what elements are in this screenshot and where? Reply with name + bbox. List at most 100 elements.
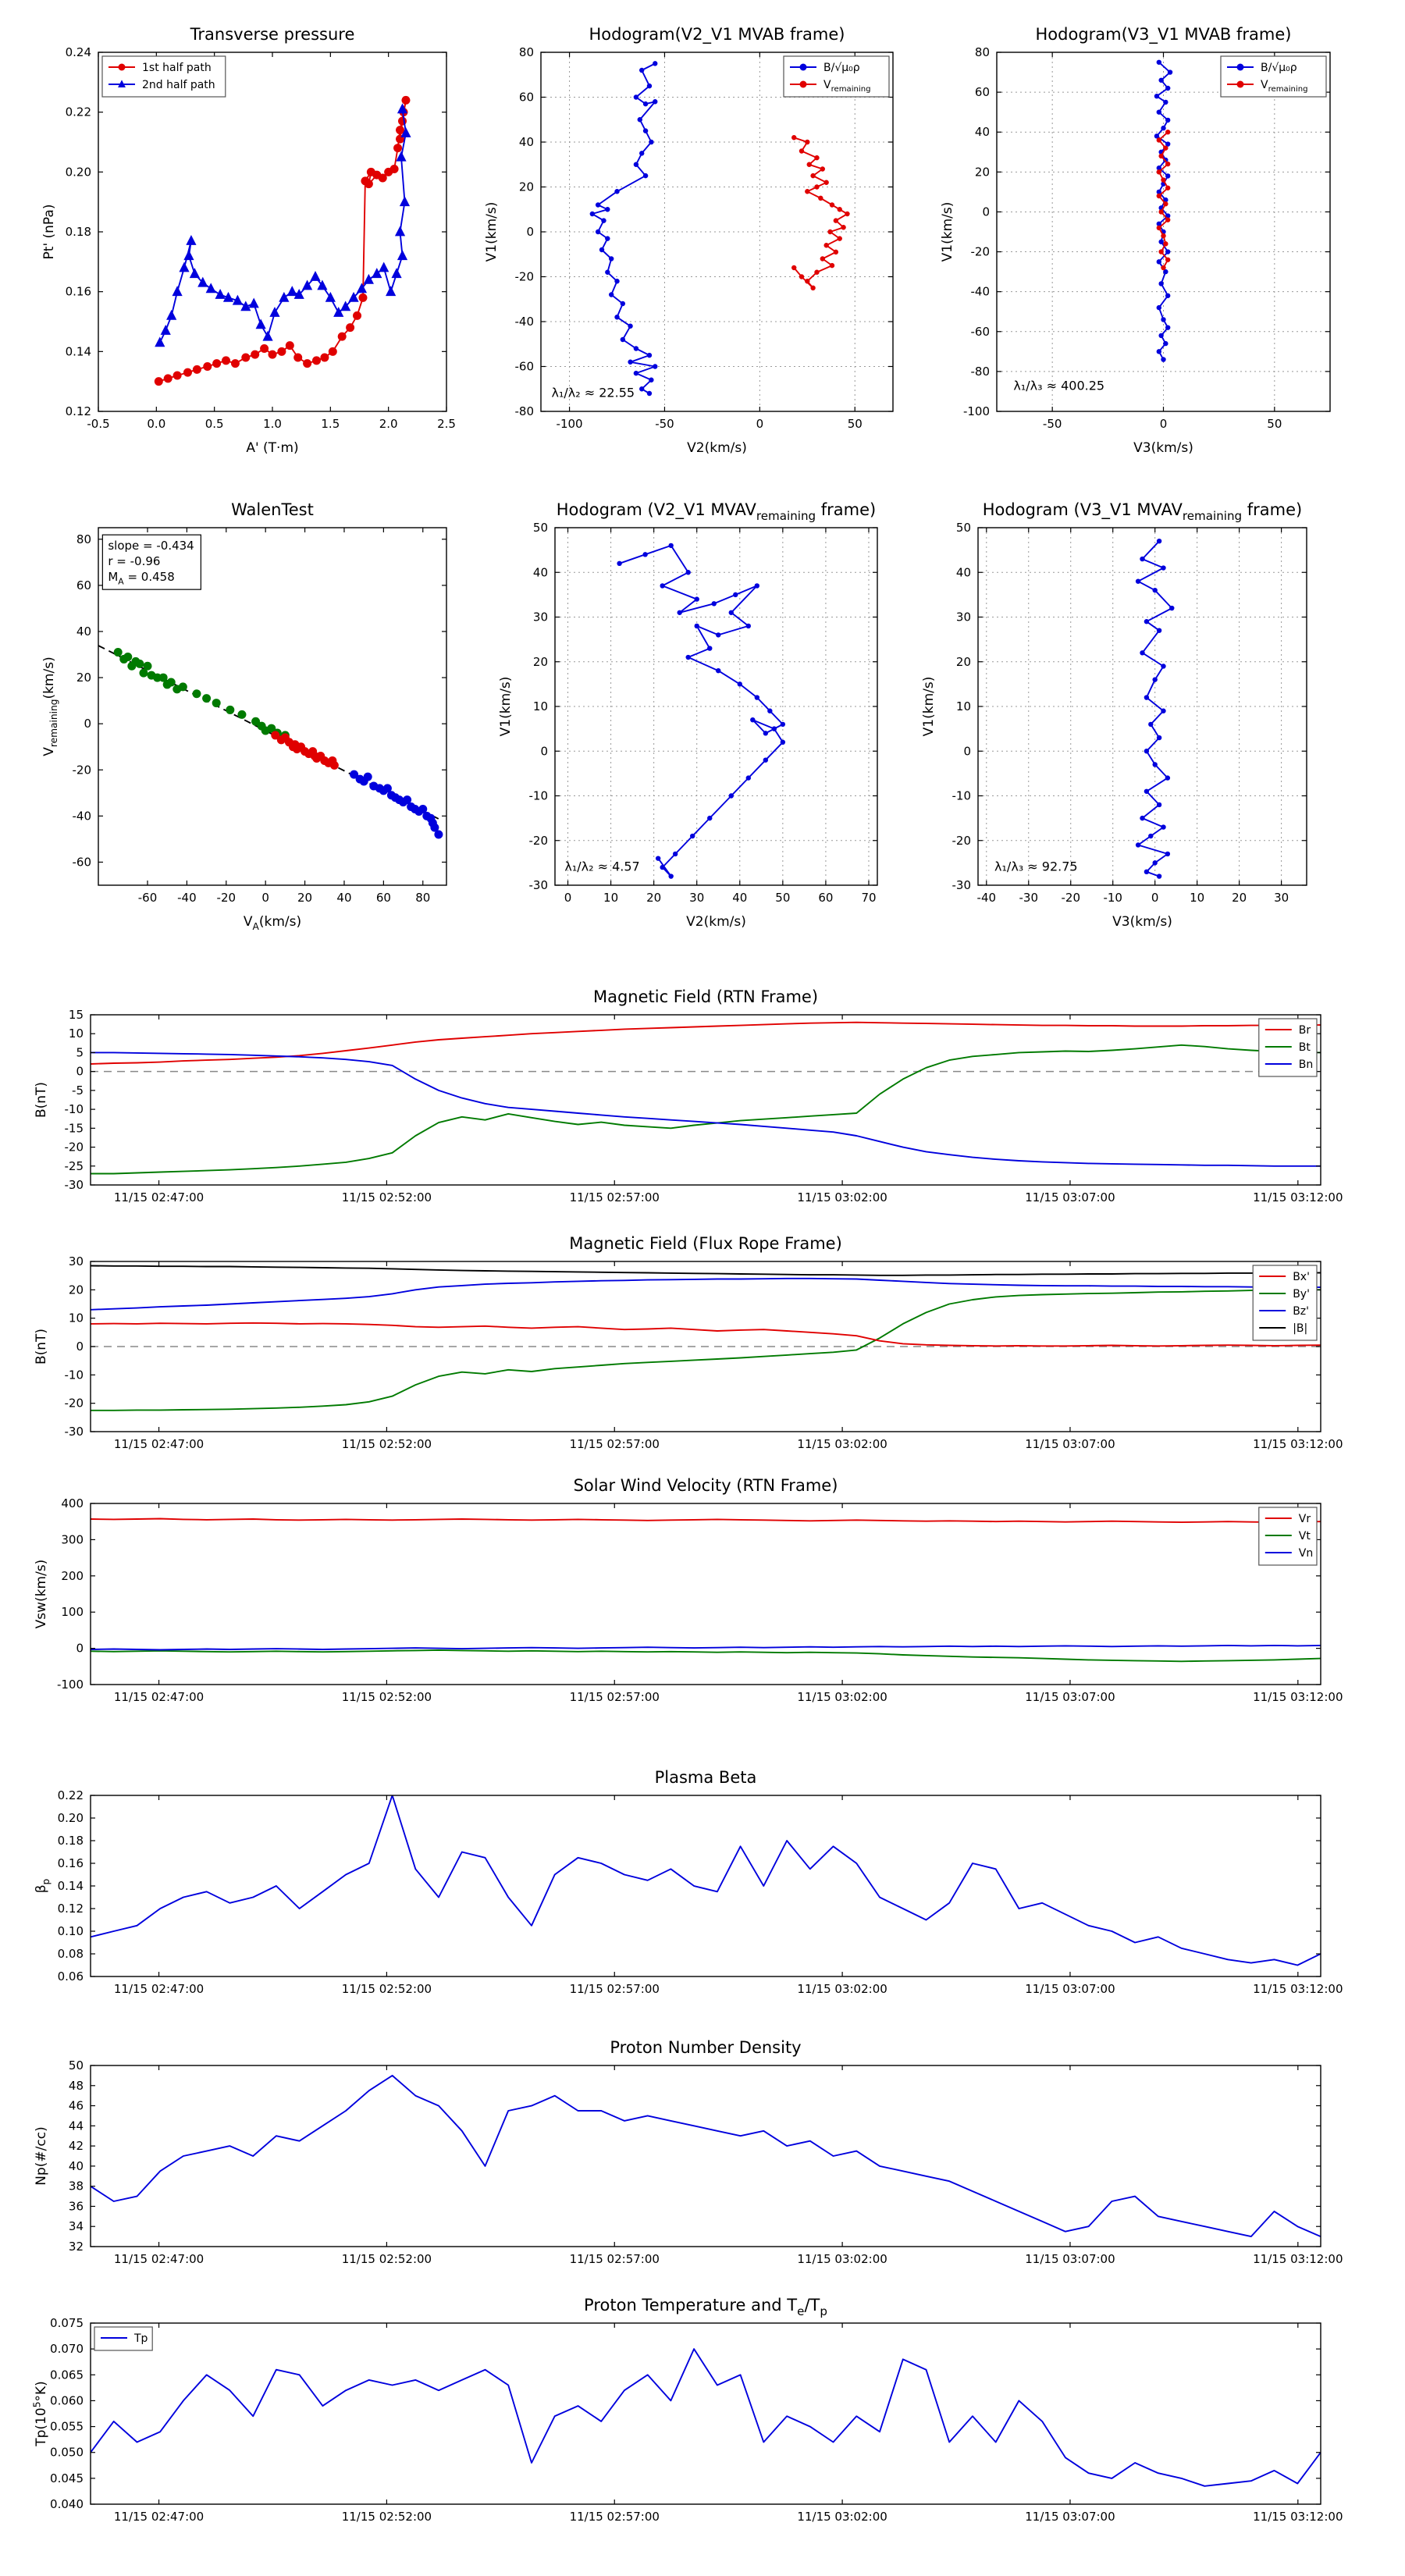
svg-text:11/15 03:12:00: 11/15 03:12:00 (1253, 1982, 1343, 1996)
svg-text:34: 34 (69, 2219, 84, 2233)
svg-text:0.18: 0.18 (66, 225, 91, 239)
svg-text:B/√μ₀ρ: B/√μ₀ρ (823, 62, 860, 74)
svg-text:11/15 03:02:00: 11/15 03:02:00 (797, 1190, 887, 1204)
svg-text:V1(km/s): V1(km/s) (484, 202, 500, 262)
svg-text:0: 0 (526, 225, 534, 239)
svg-text:80: 80 (975, 45, 990, 59)
svg-text:-100: -100 (57, 1678, 84, 1692)
svg-text:0.10: 0.10 (58, 1924, 84, 1938)
svg-text:70: 70 (861, 891, 876, 905)
svg-text:30: 30 (956, 610, 971, 624)
svg-text:11/15 02:47:00: 11/15 02:47:00 (114, 1982, 204, 1996)
svg-text:11/15 02:47:00: 11/15 02:47:00 (114, 1690, 204, 1704)
svg-text:Proton Temperature and Te/Tp: Proton Temperature and Te/Tp (584, 2296, 827, 2318)
svg-text:1.5: 1.5 (321, 417, 340, 431)
svg-text:11/15 03:02:00: 11/15 03:02:00 (797, 2252, 887, 2266)
svg-text:-10: -10 (1103, 891, 1122, 905)
svg-text:By': By' (1293, 1288, 1310, 1300)
svg-text:0.060: 0.060 (50, 2393, 84, 2407)
svg-text:11/15 02:52:00: 11/15 02:52:00 (342, 2510, 432, 2524)
svg-text:0.070: 0.070 (50, 2342, 84, 2356)
chart-svg-c2: -100 -50 0 50 -80 -60 -40 -20 0 20 40 60 80 Hodogram(… (484, 25, 894, 456)
svg-text:30: 30 (689, 891, 704, 905)
chart-hodogram-v2v1-mvav: 0 10 20 30 40 50 60 70 -30 -20 -10 0 10 20 30 40 50 Hodog… (496, 490, 890, 943)
svg-text:B(nT): B(nT) (34, 1329, 49, 1364)
svg-text:0: 0 (1160, 417, 1168, 431)
svg-text:0: 0 (564, 891, 572, 905)
panel-proton-temperature: 11/15 02:47:00 11/15 02:52:00 11/15 02:57:… (23, 2278, 1382, 2537)
svg-text:0.055: 0.055 (50, 2420, 84, 2434)
svg-text:0.12: 0.12 (58, 1902, 84, 1916)
svg-text:100: 100 (61, 1605, 84, 1619)
svg-text:-60: -60 (515, 360, 535, 374)
svg-text:11/15 02:47:00: 11/15 02:47:00 (114, 1437, 204, 1451)
svg-text:Vn: Vn (1299, 1547, 1313, 1560)
svg-text:Plasma Beta: Plasma Beta (655, 1768, 757, 1787)
svg-text:Tp(105°K): Tp(105°K) (32, 2381, 49, 2447)
svg-text:15: 15 (69, 1008, 84, 1022)
svg-text:11/15 02:52:00: 11/15 02:52:00 (342, 1982, 432, 1996)
svg-text:300: 300 (61, 1532, 84, 1546)
svg-text:Proton Number Density: Proton Number Density (610, 2038, 801, 2057)
svg-text:11/15 03:12:00: 11/15 03:12:00 (1253, 1690, 1343, 1704)
svg-text:50: 50 (1267, 417, 1282, 431)
svg-text:11/15 02:52:00: 11/15 02:52:00 (342, 1437, 432, 1451)
svg-text:60: 60 (519, 91, 534, 105)
chart-svg-p2: 11/15 02:47:00 11/15 02:52:00 11/15 02:57:… (34, 1234, 1343, 1451)
svg-text:0.08: 0.08 (58, 1947, 84, 1961)
svg-text:-20: -20 (65, 1140, 84, 1155)
svg-text:0.5: 0.5 (205, 417, 224, 431)
svg-text:-10: -10 (529, 789, 549, 803)
chart-walen-test: -60 -40 -20 0 20 40 60 80 -60 -40 -20 0 20 40 60 80 Wale… (23, 490, 461, 943)
panel-magnetic-field-rtn: 11/15 02:47:00 11/15 02:52:00 11/15 02:57:… (23, 970, 1382, 1218)
svg-text:50: 50 (69, 2058, 84, 2073)
svg-text:11/15 02:57:00: 11/15 02:57:00 (570, 1690, 660, 1704)
svg-text:40: 40 (956, 565, 971, 579)
svg-text:Bn: Bn (1299, 1059, 1313, 1071)
svg-text:60: 60 (818, 891, 833, 905)
svg-text:1.0: 1.0 (263, 417, 282, 431)
svg-text:2.0: 2.0 (379, 417, 398, 431)
svg-text:-5: -5 (72, 1083, 84, 1098)
svg-text:40: 40 (732, 891, 747, 905)
svg-text:11/15 03:12:00: 11/15 03:12:00 (1253, 2510, 1343, 2524)
chart-transverse-pressure: -0.5 0.0 0.5 1.0 1.5 2.0 2.5 0.12 0.14 0.16 0.18 0.… (23, 12, 461, 469)
svg-text:-20: -20 (217, 891, 237, 905)
svg-text:λ₁/λ₂ ≈ 4.57: λ₁/λ₂ ≈ 4.57 (564, 859, 639, 874)
svg-text:0.24: 0.24 (66, 45, 91, 59)
svg-text:-20: -20 (515, 270, 535, 284)
svg-text:0.06: 0.06 (58, 1969, 84, 1984)
svg-text:slope = -0.434: slope = -0.434 (108, 539, 194, 553)
svg-text:Vremaining(km/s): Vremaining(km/s) (41, 656, 59, 756)
svg-text:0.075: 0.075 (50, 2316, 84, 2330)
svg-text:11/15 03:07:00: 11/15 03:07:00 (1025, 1690, 1115, 1704)
chart-svg-c3: -50 0 50 -100 -80 -60 -40 -20 0 20 40 60 80 Hodogram(… (940, 25, 1331, 456)
svg-text:-100: -100 (963, 404, 990, 418)
svg-text:11/15 03:12:00: 11/15 03:12:00 (1253, 1190, 1343, 1204)
svg-text:V2(km/s): V2(km/s) (686, 914, 746, 930)
svg-text:Magnetic Field (Flux Rope Fram: Magnetic Field (Flux Rope Frame) (569, 1234, 842, 1253)
chart-svg-p4: 11/15 02:47:00 11/15 02:52:00 11/15 02:57:… (34, 1768, 1343, 1996)
svg-text:11/15 02:57:00: 11/15 02:57:00 (570, 1437, 660, 1451)
svg-text:20: 20 (76, 671, 91, 685)
svg-text:40: 40 (69, 2159, 84, 2173)
svg-text:60: 60 (376, 891, 391, 905)
svg-text:11/15 03:07:00: 11/15 03:07:00 (1025, 1190, 1115, 1204)
svg-text:-10: -10 (65, 1368, 84, 1382)
svg-text:V2(km/s): V2(km/s) (687, 440, 747, 456)
svg-text:-20: -20 (971, 245, 991, 259)
svg-text:0: 0 (76, 1065, 84, 1079)
chart-svg-c1: -0.5 0.0 0.5 1.0 1.5 2.0 2.5 0.12 0.14 0.16 0.18 0.… (41, 25, 456, 456)
svg-text:11/15 03:07:00: 11/15 03:07:00 (1025, 1437, 1115, 1451)
svg-text:-60: -60 (138, 891, 158, 905)
svg-text:0.065: 0.065 (50, 2368, 84, 2382)
svg-text:-30: -30 (952, 878, 972, 892)
svg-text:B(nT): B(nT) (34, 1082, 49, 1118)
svg-text:40: 40 (76, 624, 91, 639)
svg-text:10: 10 (1190, 891, 1204, 905)
svg-text:0.16: 0.16 (66, 285, 91, 299)
svg-text:-50: -50 (655, 417, 674, 431)
svg-text:-20: -20 (529, 834, 549, 848)
svg-text:11/15 02:57:00: 11/15 02:57:00 (570, 2252, 660, 2266)
svg-text:80: 80 (519, 45, 534, 59)
